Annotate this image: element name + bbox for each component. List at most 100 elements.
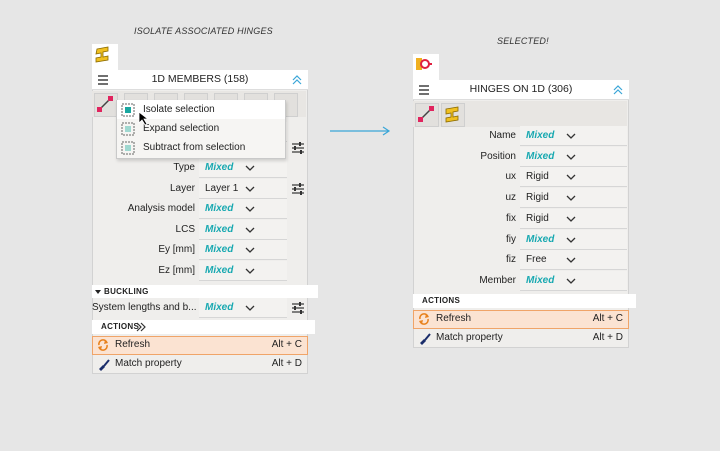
menu-item[interactable] [117, 100, 285, 119]
menu-label[interactable]: Isolate selection [143, 104, 215, 115]
action-shortcut: Alt + D [271, 358, 302, 369]
dropdown-svg [566, 237, 576, 243]
actions-header: ACTIONS [92, 320, 315, 334]
arrow [330, 126, 391, 136]
action-label[interactable]: Match property [115, 358, 182, 369]
property-label: fiz [506, 254, 516, 266]
property-value[interactable]: Rigid [526, 192, 549, 204]
menu-icon-svg [121, 122, 135, 136]
menu-label[interactable]: Subtract from selection [143, 142, 246, 153]
action-row[interactable] [92, 336, 308, 355]
dropdown-svg [245, 206, 255, 213]
action-label[interactable]: Refresh [115, 339, 151, 350]
action-shortcut: Alt + C [592, 313, 623, 324]
property-label: Ey [mm] [158, 244, 195, 256]
property-cell [199, 178, 287, 199]
toolbar-button[interactable] [415, 103, 439, 127]
toolbar-button[interactable] [94, 93, 118, 117]
property-cell [199, 219, 287, 240]
dropdown-svg [566, 195, 576, 202]
collapse [292, 75, 302, 88]
menu-icon [121, 141, 135, 158]
dropdown-svg [245, 247, 255, 254]
property-value[interactable]: Mixed [526, 130, 555, 141]
property-label: Type [173, 162, 195, 173]
right-panel: HINGES ON 1D (306) Name Mixed Position Mixed… [413, 54, 636, 350]
hamburger-svg [98, 75, 108, 85]
dropdown [565, 152, 577, 165]
expand-svg [136, 322, 146, 332]
member-icon [97, 96, 113, 112]
action-label[interactable]: Match property [436, 332, 503, 343]
brush-icon [96, 357, 110, 374]
property-value[interactable]: Layer 1 [205, 182, 239, 194]
menu-label[interactable]: Expand selection [143, 123, 220, 134]
property-label: LCS [175, 223, 195, 235]
buckling-header: BUCKLING [92, 285, 318, 298]
panel-tab-svg [95, 46, 109, 63]
property-value[interactable]: Mixed [526, 274, 555, 286]
property-value[interactable]: Mixed [205, 203, 234, 215]
dropdown-svg [566, 278, 576, 284]
section-toggle-svg [95, 290, 101, 294]
action-label[interactable]: Refresh [436, 313, 472, 324]
property-label: Position [480, 150, 516, 162]
panel-tab-svg [416, 58, 432, 70]
menu-icon [121, 103, 135, 120]
dropdown [244, 184, 256, 197]
property-cell [199, 240, 287, 261]
property-value[interactable]: Mixed [205, 265, 234, 276]
left-panel: 1D MEMBERS (158) Type Mixed Layer Layer 1 Ana… [92, 44, 318, 374]
filter-button-svg [292, 182, 304, 195]
hamburger-svg [419, 85, 429, 95]
collapse [613, 85, 623, 98]
dropdown [565, 214, 577, 227]
property-value[interactable]: Rigid [526, 171, 549, 183]
brush-icon-svg [99, 359, 110, 371]
panel-tab [92, 44, 118, 70]
panel-tab [413, 54, 439, 80]
toolbar-icon [418, 106, 434, 122]
dropdown [244, 266, 256, 279]
property-label: uz [505, 192, 516, 204]
dropdown [565, 131, 577, 144]
dropdown-svg [245, 305, 255, 311]
property-value[interactable]: Free [526, 254, 547, 266]
dropdown [244, 225, 256, 238]
action-row[interactable] [413, 310, 629, 329]
property-value[interactable]: Mixed [205, 244, 234, 256]
collapse-svg [613, 85, 623, 95]
hamburger [419, 85, 429, 98]
property-label: Name [489, 130, 516, 141]
refresh-icon-svg [98, 339, 108, 351]
property-label: Layer [169, 182, 195, 194]
property-label: Analysis model [127, 203, 195, 215]
filter-button [291, 141, 305, 158]
dropdown-svg [245, 165, 255, 171]
dropdown-svg [245, 227, 255, 233]
property-value[interactable]: Rigid [526, 212, 549, 224]
dropdown-svg [566, 174, 576, 181]
property-cell [199, 298, 287, 318]
cursor-svg [138, 111, 150, 126]
toolbar-button[interactable] [441, 103, 465, 127]
property-label: ux [505, 171, 516, 183]
property-value[interactable]: Mixed [205, 162, 234, 173]
refresh-icon [417, 312, 431, 329]
dropdown [244, 204, 256, 217]
dropdown [244, 163, 256, 176]
refresh-icon [96, 338, 110, 355]
property-value[interactable]: Mixed [205, 302, 234, 313]
property-value[interactable]: Mixed [526, 150, 555, 162]
property-label: Ez [mm] [158, 265, 195, 276]
brush-icon-svg [420, 333, 431, 345]
property-value[interactable]: Mixed [205, 223, 234, 235]
toolbar-icon [445, 106, 459, 123]
section-toggle [95, 288, 102, 299]
actions-header: ACTIONS [413, 294, 636, 308]
dropdown-svg [566, 216, 576, 222]
dropdown [244, 303, 256, 316]
property-value[interactable]: Mixed [526, 233, 555, 245]
property-label: Member [479, 274, 516, 286]
